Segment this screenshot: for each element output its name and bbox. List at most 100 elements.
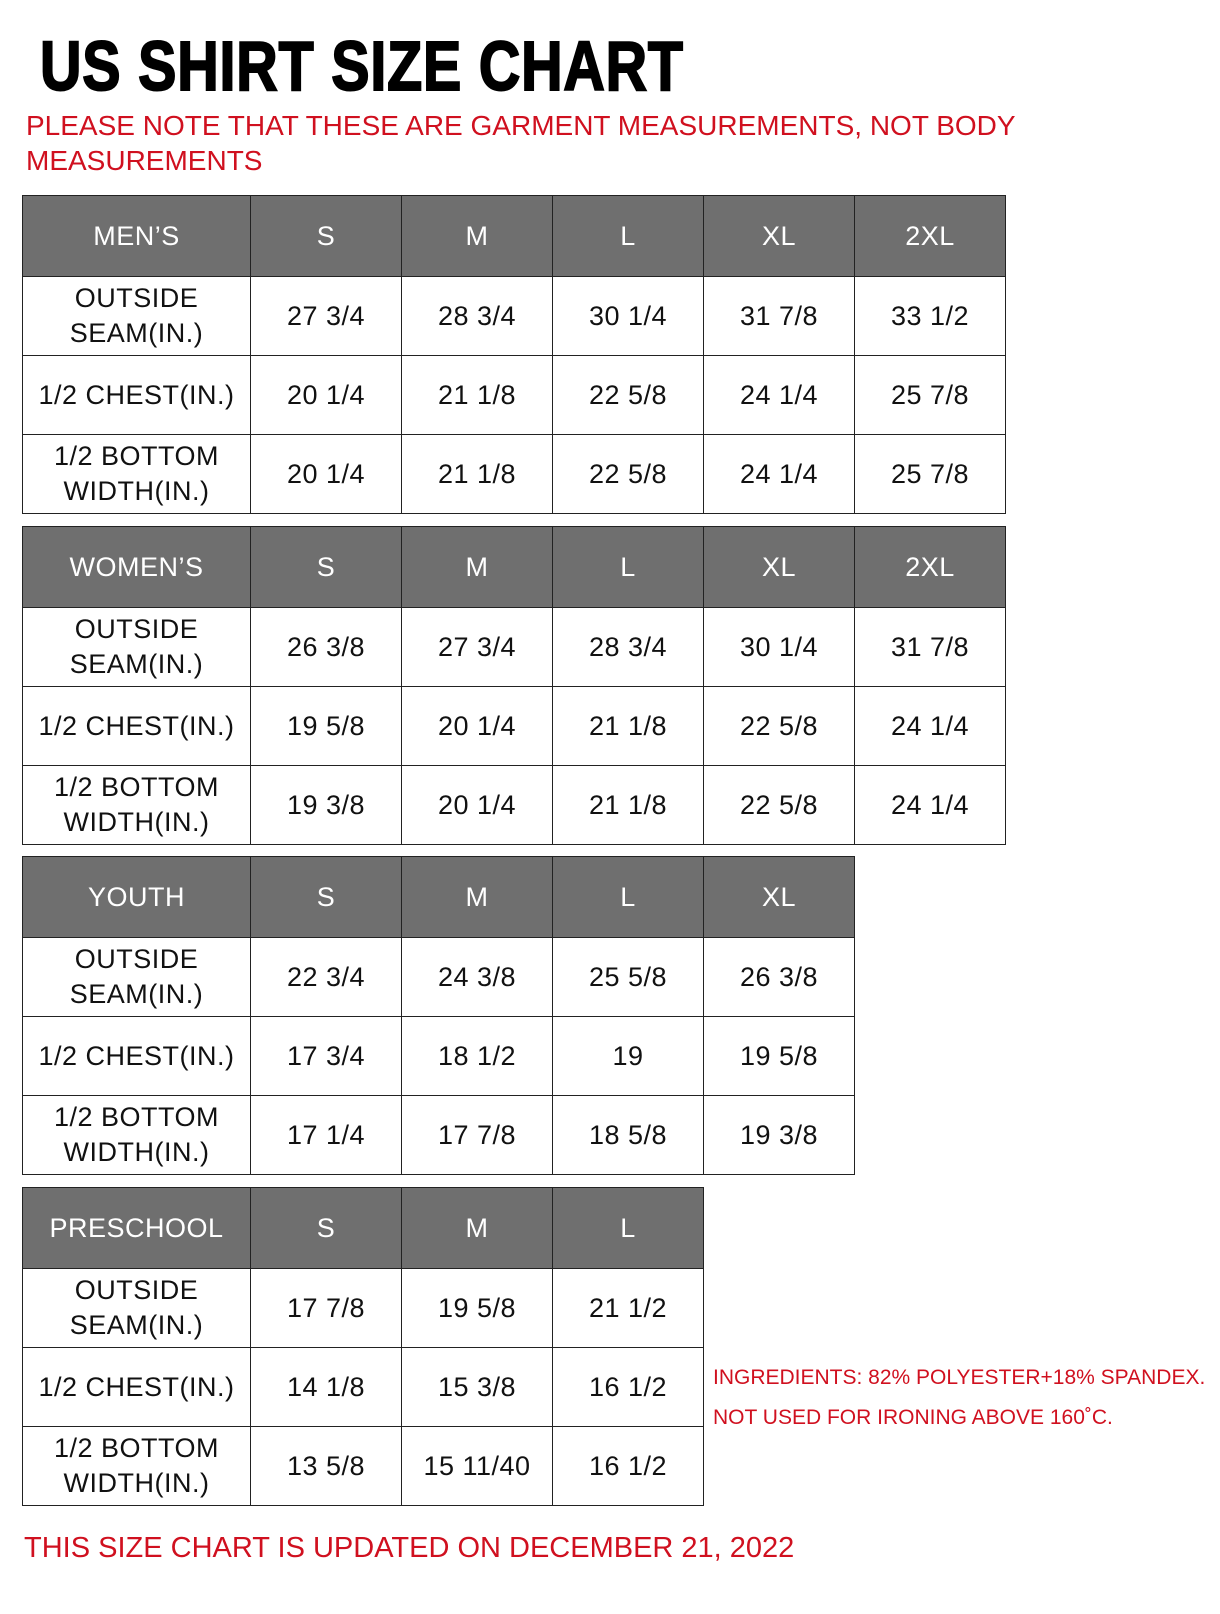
category-header: YOUTH [22, 856, 251, 938]
measurement-label-line: 1/2 BOTTOM [53, 772, 220, 802]
measurement-label: 1/2 CHEST(IN.) [22, 1016, 251, 1096]
measurement-value: 21 1/8 [401, 355, 553, 435]
measurement-value: 30 1/4 [552, 276, 704, 356]
measurement-value: 17 7/8 [250, 1268, 402, 1348]
measurement-label: 1/2 CHEST(IN.) [22, 1347, 251, 1427]
measurement-label: 1/2 BOTTOM WIDTH(IN.) [22, 1095, 251, 1175]
measurement-value: 16 1/2 [552, 1426, 704, 1506]
header-row: WOMEN’S S M L XL 2XL [22, 526, 1006, 608]
category-header: PRESCHOOL [22, 1187, 251, 1269]
measurement-label-line: 1/2 BOTTOM [53, 1102, 220, 1132]
table-row: OUTSIDE SEAM(IN.) 26 3/8 27 3/4 28 3/4 30 1/4… [22, 607, 1006, 687]
measurement-value: 19 3/8 [250, 765, 402, 845]
measurement-label: 1/2 BOTTOM WIDTH(IN.) [22, 765, 251, 845]
header-row: YOUTH S M L XL [22, 856, 855, 938]
measurement-value: 13 5/8 [250, 1426, 402, 1506]
measurement-label: OUTSIDE SEAM(IN.) [22, 937, 251, 1017]
measurement-label: OUTSIDE SEAM(IN.) [22, 607, 251, 687]
size-header: M [401, 856, 553, 938]
measurement-value: 19 3/8 [703, 1095, 855, 1175]
measurement-value: 25 7/8 [854, 434, 1006, 514]
measurement-value: 24 1/4 [854, 686, 1006, 766]
measurement-value: 33 1/2 [854, 276, 1006, 356]
size-header: L [552, 526, 704, 608]
table-row: 1/2 BOTTOM WIDTH(IN.) 17 1/4 17 7/8 18 5/8 19… [22, 1095, 855, 1175]
ingredients-text: INGREDIENTS: 82% POLYESTER+18% SPANDEX. [713, 1366, 1206, 1389]
measurement-value: 21 1/8 [552, 686, 704, 766]
measurement-value: 19 5/8 [401, 1268, 553, 1348]
table-row: 1/2 BOTTOM WIDTH(IN.) 20 1/4 21 1/8 22 5/8 24… [22, 434, 1006, 514]
size-header: M [401, 195, 553, 277]
measurement-value: 22 5/8 [703, 686, 855, 766]
measurement-value: 17 1/4 [250, 1095, 402, 1175]
ironing-text: NOT USED FOR IRONING ABOVE 160˚C. [713, 1406, 1113, 1429]
measurement-label-line: 1/2 BOTTOM [53, 441, 220, 471]
table-row: 1/2 CHEST(IN.) 17 3/4 18 1/2 19 19 5/8 [22, 1016, 855, 1096]
category-header: MEN’S [22, 195, 251, 277]
measurement-value: 16 1/2 [552, 1347, 704, 1427]
measurement-value: 15 11/40 [401, 1426, 553, 1506]
measurement-value: 21 1/8 [401, 434, 553, 514]
measurement-label-line: 1/2 CHEST(IN.) [38, 1371, 235, 1402]
header-row: MEN’S S M L XL 2XL [22, 195, 1006, 277]
measurement-value: 26 3/8 [703, 937, 855, 1017]
table-row: 1/2 CHEST(IN.) 14 1/8 15 3/8 16 1/2 [22, 1347, 704, 1427]
size-header: 2XL [854, 195, 1006, 277]
size-header: XL [703, 856, 855, 938]
measurement-value: 22 5/8 [703, 765, 855, 845]
measurement-label-line: OUTSIDE [74, 1275, 199, 1305]
fabric-info: INGREDIENTS: 82% POLYESTER+18% SPANDEX. … [713, 1358, 1205, 1438]
measurement-value: 15 3/8 [401, 1347, 553, 1427]
garment-measurement-note: PLEASE NOTE THAT THESE ARE GARMENT MEASU… [26, 110, 1016, 176]
size-header: S [250, 856, 402, 938]
measurement-value: 28 3/4 [552, 607, 704, 687]
measurement-label-line: SEAM(IN.) [69, 979, 204, 1009]
measurement-label-line: 1/2 CHEST(IN.) [38, 1040, 235, 1071]
size-header: M [401, 1187, 553, 1269]
measurement-value: 25 7/8 [854, 355, 1006, 435]
measurement-value: 19 [552, 1016, 704, 1096]
header-row: PRESCHOOL S M L [22, 1187, 704, 1269]
table-row: 1/2 CHEST(IN.) 20 1/4 21 1/8 22 5/8 24 1/4 25… [22, 355, 1006, 435]
size-table-youth: YOUTH S M L XL OUTSIDE SEAM(IN.) 22 3/4 24 3/8 25… [22, 856, 855, 1175]
measurement-value: 18 1/2 [401, 1016, 553, 1096]
measurement-label: 1/2 CHEST(IN.) [22, 686, 251, 766]
size-header: S [250, 526, 402, 608]
measurement-value: 20 1/4 [250, 355, 402, 435]
page-title: US SHIRT SIZE CHART [39, 26, 684, 106]
size-header: L [552, 195, 704, 277]
measurement-value: 27 3/4 [250, 276, 402, 356]
measurement-value: 20 1/4 [250, 434, 402, 514]
measurement-value: 28 3/4 [401, 276, 553, 356]
measurement-value: 26 3/8 [250, 607, 402, 687]
size-header: S [250, 1187, 402, 1269]
measurement-value: 21 1/2 [552, 1268, 704, 1348]
size-header: L [552, 856, 704, 938]
measurement-value: 19 5/8 [250, 686, 402, 766]
size-table-preschool: PRESCHOOL S M L OUTSIDE SEAM(IN.) 17 7/8 19 5/8… [22, 1187, 704, 1506]
measurement-label-line: OUTSIDE [74, 283, 199, 313]
measurement-label: 1/2 BOTTOM WIDTH(IN.) [22, 434, 251, 514]
measurement-label: 1/2 BOTTOM WIDTH(IN.) [22, 1426, 251, 1506]
measurement-value: 31 7/8 [854, 607, 1006, 687]
measurement-value: 19 5/8 [703, 1016, 855, 1096]
measurement-label-line: WIDTH(IN.) [63, 476, 210, 506]
measurement-value: 22 3/4 [250, 937, 402, 1017]
size-header: 2XL [854, 526, 1006, 608]
measurement-value: 20 1/4 [401, 765, 553, 845]
table-row: 1/2 BOTTOM WIDTH(IN.) 19 3/8 20 1/4 21 1/8 22… [22, 765, 1006, 845]
measurement-value: 24 1/4 [703, 355, 855, 435]
measurement-label: 1/2 CHEST(IN.) [22, 355, 251, 435]
measurement-label-line: WIDTH(IN.) [63, 1137, 210, 1167]
table-row: 1/2 BOTTOM WIDTH(IN.) 13 5/8 15 11/40 16 1/2 [22, 1426, 704, 1506]
measurement-label-line: 1/2 CHEST(IN.) [38, 710, 235, 741]
measurement-value: 22 5/8 [552, 434, 704, 514]
table-row: OUTSIDE SEAM(IN.) 27 3/4 28 3/4 30 1/4 31 7/8… [22, 276, 1006, 356]
size-header: XL [703, 195, 855, 277]
measurement-value: 30 1/4 [703, 607, 855, 687]
measurement-label-line: WIDTH(IN.) [63, 1468, 210, 1498]
measurement-label: OUTSIDE SEAM(IN.) [22, 1268, 251, 1348]
size-header: XL [703, 526, 855, 608]
measurement-label-line: SEAM(IN.) [69, 318, 204, 348]
measurement-value: 31 7/8 [703, 276, 855, 356]
